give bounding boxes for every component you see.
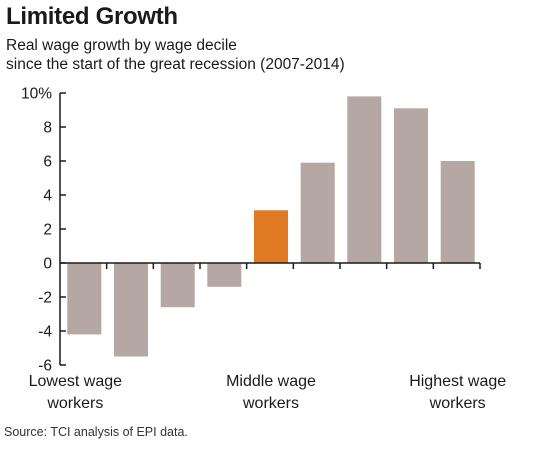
group-label: workers [46,395,103,412]
y-tick-label: 2 [43,222,52,239]
group-label: Middle wage [226,373,316,390]
bar-4 [207,263,242,287]
y-tick-label: -6 [38,358,52,375]
group-label: Lowest wage [29,373,122,390]
group-label: Highest wage [409,373,506,390]
group-label: workers [242,395,299,412]
bar-2 [114,263,148,357]
source-note: Source: TCI analysis of EPI data. [4,425,188,439]
group-label: workers [429,395,486,412]
y-tick-label: 10% [21,86,52,103]
y-tick-label: 4 [43,188,52,205]
bar-7 [347,96,382,264]
subtitle-line-1: Real wage growth by wage decile [6,37,237,54]
chart-title: Limited Growth [6,3,178,30]
bar-3 [160,263,195,308]
y-tick-label: -4 [38,324,52,341]
bar-6 [300,162,335,263]
y-tick-label: 0 [43,256,52,273]
y-tick-label: 8 [43,120,52,137]
y-tick-label: -2 [38,290,52,307]
subtitle-line-2: since the start of the great recession (… [6,56,345,73]
chart-subtitle: Real wage growth by wage decile since th… [6,36,345,74]
bar-1 [67,263,102,335]
bar-8 [394,108,428,263]
bar-5 [254,210,288,263]
bar-9 [440,161,475,263]
y-tick-label: 6 [43,154,52,171]
